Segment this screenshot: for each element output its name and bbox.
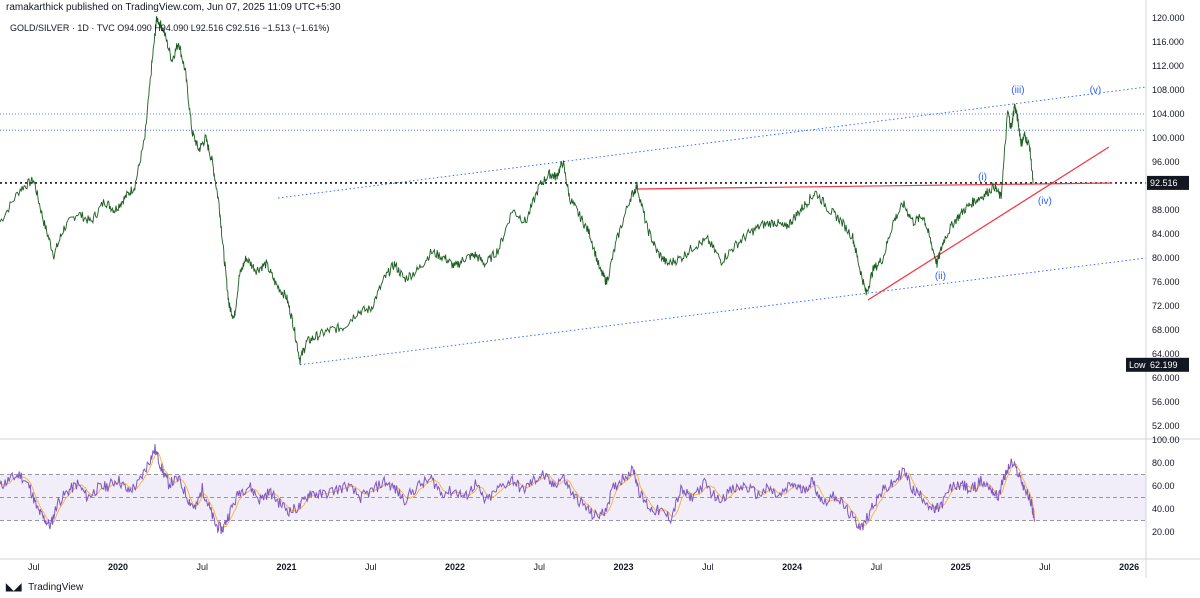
trendline: [299, 257, 1147, 366]
symbol-legend: GOLD/SILVER · 1D · TVC O94.090 H94.090 L…: [10, 23, 330, 33]
time-tick-label: 2024: [782, 562, 802, 572]
price-tick-label: 72.000: [1152, 301, 1180, 311]
low-marker-tag: [1126, 357, 1189, 372]
wave-label: (i): [978, 172, 987, 183]
rsi-tick-label: 20.00: [1152, 527, 1175, 537]
price-tick-label: 120.000: [1152, 13, 1185, 23]
price-tick-label: 108.000: [1152, 85, 1185, 95]
price-tick-label: 52.000: [1152, 421, 1180, 431]
time-tick-label: 2021: [276, 562, 296, 572]
time-tick-label: Jul: [534, 562, 546, 572]
time-tick-label: 2020: [108, 562, 128, 572]
price-tick-label: 60.000: [1152, 373, 1180, 383]
price-tick-label: 64.000: [1152, 349, 1180, 359]
price-series-line: [0, 15, 1034, 365]
rsi-line: [0, 444, 1036, 534]
time-tick-label: 2022: [445, 562, 465, 572]
price-tick-label: 112.000: [1152, 61, 1184, 71]
time-tick-label: 2025: [951, 562, 971, 572]
rsi-tick-label: 100.00: [1152, 435, 1180, 445]
wave-label: (v): [1090, 85, 1102, 96]
time-tick-label: Jul: [1039, 562, 1051, 572]
rsi-tick-label: 80.00: [1152, 458, 1175, 468]
price-tick-label: 104.000: [1152, 109, 1185, 119]
tradingview-logo-icon: ◣◢: [6, 582, 22, 593]
price-tick-label: 68.000: [1152, 325, 1180, 335]
price-tick-label: 56.000: [1152, 397, 1180, 407]
last-price-label: 92.516: [1150, 178, 1178, 188]
published-caption: ramakarthick published on TradingView.co…: [6, 2, 341, 13]
time-tick-label: 2026: [1119, 562, 1139, 572]
time-tick-label: Jul: [871, 562, 883, 572]
footer-brand[interactable]: TradingView: [28, 582, 84, 593]
time-tick-label: Jul: [702, 562, 714, 572]
wave-label: (ii): [935, 271, 946, 282]
time-tick-label: Jul: [365, 562, 377, 572]
price-tick-label: 88.000: [1152, 205, 1180, 215]
wave-label: (iii): [1011, 85, 1024, 96]
trendline: [278, 86, 1147, 199]
price-tick-label: 96.000: [1152, 157, 1180, 167]
price-tick-label: 84.000: [1152, 229, 1180, 239]
rsi-tick-label: 40.00: [1152, 504, 1175, 514]
wave-label: (iv): [1038, 196, 1052, 207]
trendline: [867, 146, 1110, 301]
last-price-tag: [1147, 175, 1189, 190]
low-marker-value: 62.199: [1150, 360, 1178, 370]
price-tick-label: 80.000: [1152, 253, 1180, 263]
rsi-tick-label: 60.00: [1152, 481, 1175, 491]
price-tick-label: 100.000: [1152, 133, 1185, 143]
time-tick-label: Jul: [196, 562, 208, 572]
price-tick-label: 116.000: [1152, 37, 1184, 47]
footer: ◣◢ TradingView: [0, 578, 1200, 598]
time-tick-label: Jul: [28, 562, 40, 572]
price-tick-label: 76.000: [1152, 277, 1180, 287]
trendline: [637, 182, 1113, 190]
time-tick-label: 2023: [614, 562, 634, 572]
low-marker-text: Low: [1129, 360, 1146, 370]
